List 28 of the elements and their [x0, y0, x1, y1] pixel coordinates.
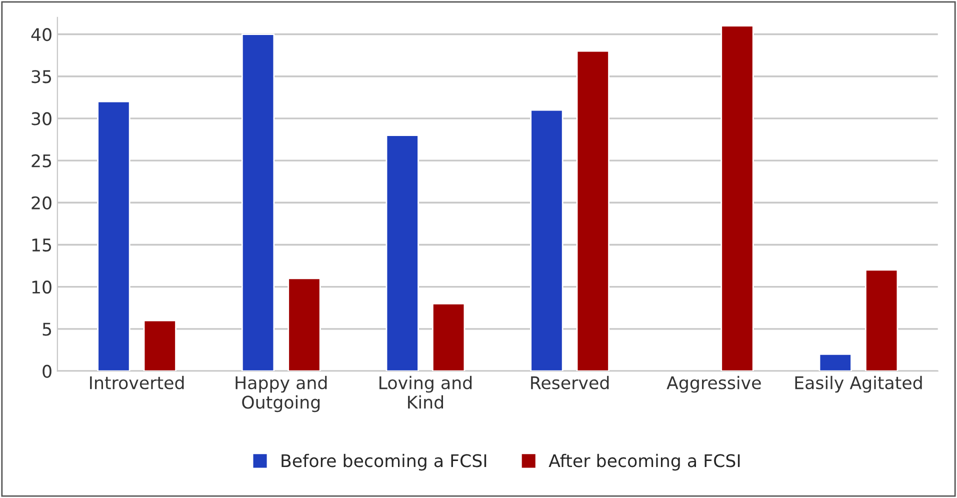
bar: [530, 109, 564, 372]
y-tick-label: 0: [42, 364, 52, 378]
y-tick-label: 15: [32, 238, 52, 252]
bar: [288, 278, 321, 372]
bar: [576, 50, 610, 372]
x-tick-label: Reserved: [531, 376, 609, 390]
y-tick-label: 35: [32, 70, 52, 84]
y-tick-label: 40: [31, 28, 52, 42]
bar: [241, 34, 275, 372]
bar: [143, 320, 176, 372]
bar: [818, 353, 852, 372]
x-tick-label: Loving and Kind: [380, 376, 472, 409]
legend-label: Before becoming a FCSI: [282, 454, 486, 471]
bar: [97, 100, 130, 372]
legend-label: After becoming a FCSI: [548, 454, 740, 471]
bar: [386, 134, 419, 372]
y-tick-label: 25: [32, 154, 52, 168]
y-tick-label: 20: [32, 196, 52, 210]
x-tick-label: Introverted: [90, 376, 184, 390]
bar: [865, 269, 898, 372]
y-tick-label: 5: [42, 322, 52, 336]
x-tick-label: Easily Agitated: [795, 376, 922, 393]
bar: [432, 302, 466, 372]
x-tick-label: Happy and Outgoing: [236, 376, 327, 412]
y-tick-label: 10: [32, 280, 52, 294]
y-tick-label: 30: [32, 112, 52, 126]
x-tick-label: Aggressive: [666, 376, 761, 393]
bar: [720, 25, 754, 372]
